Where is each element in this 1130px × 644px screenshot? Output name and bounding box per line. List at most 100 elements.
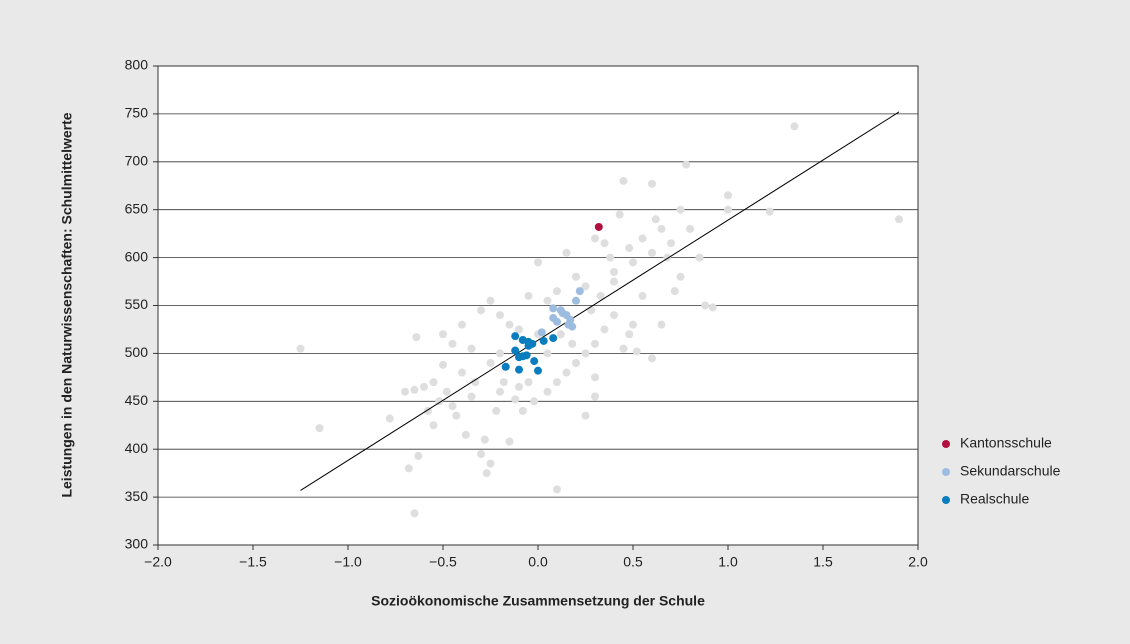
- x-tick-label: −1.5: [239, 554, 267, 570]
- point: [600, 239, 609, 248]
- point: [610, 277, 618, 286]
- point: [695, 253, 704, 262]
- point: [629, 320, 637, 329]
- point: [524, 378, 533, 387]
- legend-marker: [942, 468, 950, 476]
- point: [724, 191, 732, 200]
- y-tick-label: 700: [125, 153, 149, 169]
- x-tick-label: 0.0: [528, 554, 548, 570]
- point: [610, 311, 618, 320]
- point: [651, 215, 660, 224]
- point: [549, 304, 558, 313]
- point: [530, 397, 539, 406]
- point: [511, 346, 520, 355]
- point: [625, 330, 634, 339]
- x-tick-label: 0.5: [623, 554, 643, 570]
- point: [458, 320, 466, 329]
- point: [501, 362, 510, 371]
- point: [543, 349, 552, 358]
- point: [315, 424, 324, 433]
- point: [401, 387, 409, 396]
- point: [587, 306, 596, 315]
- point: [638, 291, 647, 300]
- point: [553, 485, 561, 494]
- point: [435, 397, 444, 406]
- legend-marker: [942, 440, 950, 448]
- point: [648, 179, 656, 188]
- point: [471, 378, 480, 387]
- trend-line: [300, 111, 900, 491]
- point: [477, 449, 485, 458]
- y-tick-label: 800: [125, 57, 149, 73]
- point: [492, 406, 501, 415]
- x-tick-label: −1.0: [334, 554, 362, 570]
- legend-label: Kantonsschule: [960, 435, 1052, 451]
- x-tick-label: −2.0: [144, 554, 172, 570]
- point: [682, 160, 691, 169]
- point: [553, 287, 561, 296]
- point: [657, 320, 666, 329]
- point: [606, 253, 615, 262]
- point: [591, 392, 599, 401]
- point: [420, 382, 428, 391]
- point: [765, 207, 774, 216]
- point: [429, 378, 438, 387]
- point: [515, 353, 523, 362]
- point: [518, 406, 527, 415]
- point: [486, 296, 495, 305]
- point: [724, 205, 732, 214]
- point: [591, 234, 599, 243]
- legend-marker: [942, 496, 950, 504]
- y-tick-label: 500: [125, 344, 149, 360]
- point: [568, 339, 577, 348]
- point: [543, 296, 552, 305]
- point: [429, 421, 438, 430]
- x-tick-label: −0.5: [429, 554, 457, 570]
- point: [452, 411, 461, 420]
- point: [412, 333, 421, 342]
- point: [600, 325, 609, 334]
- x-tick-label: 1.5: [813, 554, 833, 570]
- point: [534, 366, 542, 375]
- point: [629, 258, 637, 267]
- point: [553, 317, 561, 326]
- point: [708, 303, 717, 312]
- point: [575, 287, 584, 296]
- point: [543, 387, 552, 396]
- point: [515, 325, 523, 334]
- point: [458, 368, 466, 377]
- point: [296, 344, 305, 353]
- point: [505, 437, 514, 446]
- point: [632, 347, 641, 356]
- point: [496, 387, 504, 396]
- point: [539, 336, 548, 345]
- point: [676, 205, 685, 214]
- point: [486, 459, 495, 468]
- x-tick-label: 1.0: [718, 554, 738, 570]
- legend-label: Sekundarschule: [960, 463, 1061, 479]
- point: [594, 222, 603, 231]
- point: [667, 239, 675, 248]
- point: [562, 368, 571, 377]
- point: [530, 357, 539, 366]
- point: [657, 224, 666, 233]
- y-tick-label: 300: [125, 536, 149, 552]
- point: [686, 224, 694, 233]
- point: [558, 309, 567, 318]
- y-tick-label: 400: [125, 440, 149, 456]
- point: [448, 402, 457, 411]
- point: [486, 358, 495, 367]
- point: [496, 311, 504, 320]
- point: [619, 176, 628, 185]
- point: [556, 330, 565, 339]
- point: [572, 296, 580, 305]
- point: [648, 354, 656, 363]
- y-tick-label: 550: [125, 296, 149, 312]
- y-axis-title: Leistungen in den Naturwissenschaften: S…: [59, 112, 75, 497]
- y-tick-label: 750: [125, 105, 149, 121]
- point: [524, 341, 533, 350]
- point: [442, 387, 451, 396]
- point: [591, 373, 599, 382]
- point: [596, 291, 605, 300]
- point: [562, 248, 571, 257]
